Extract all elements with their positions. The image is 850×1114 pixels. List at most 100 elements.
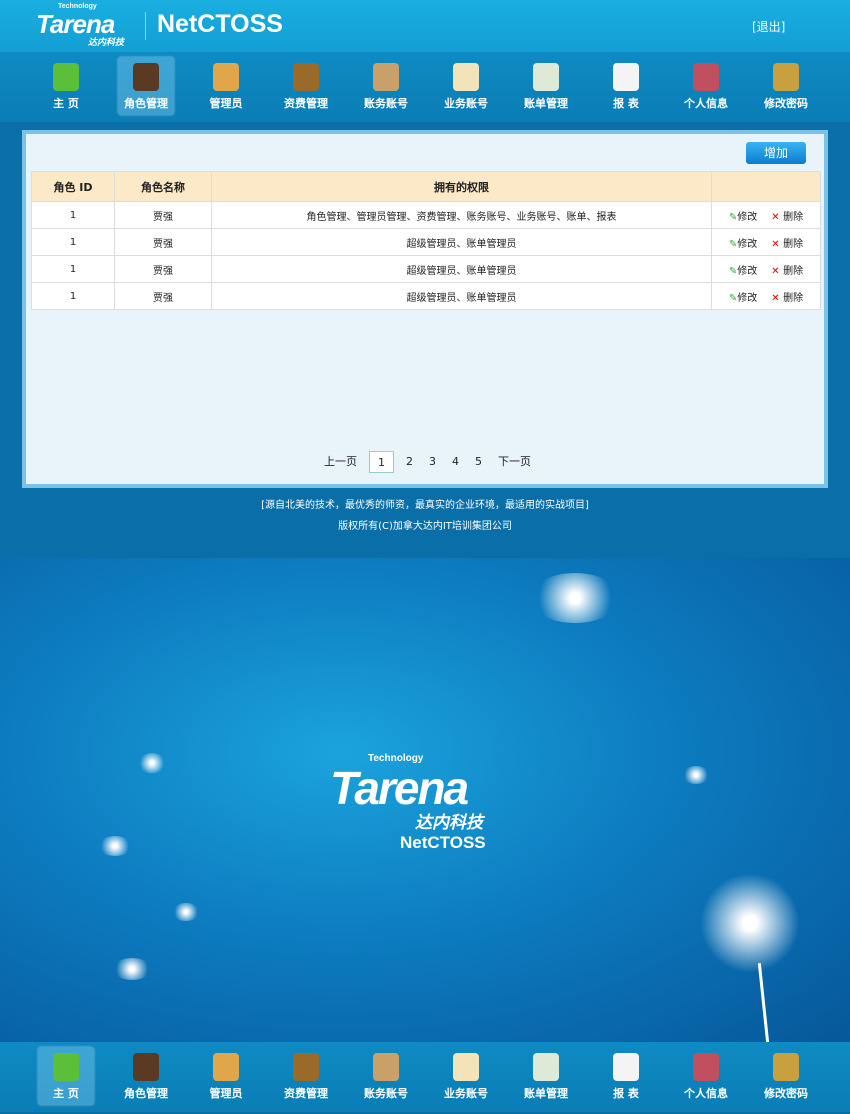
nav-item-bill[interactable]: 账单管理 [518,57,574,115]
nav-item-role[interactable]: 角色管理 [118,57,174,115]
role-name: 贾强 [114,255,212,283]
role-id: 1 [31,282,115,310]
nav-item-label: 个人信息 [684,1087,728,1100]
nav-item-service[interactable]: 业务账号 [438,1047,494,1105]
role-permissions: 超级管理员、账单管理员 [211,228,712,256]
nav-item-account[interactable]: 账务账号 [358,57,414,115]
nav-item-admin[interactable]: 管理员 [198,1047,254,1105]
footer-copyright: 版权所有(C)加拿大达内IT培训集团公司 [338,521,512,532]
logout-link[interactable]: [退出] [752,20,786,34]
table-row: 1 贾强 超级管理员、账单管理员 ✎修改 ✕ 删除 [31,282,821,310]
nav-item-label: 角色管理 [124,97,168,110]
edit-icon: ✎ [728,265,738,277]
app-title: NetCTOSS [157,10,283,38]
user-info-icon [693,1053,719,1081]
header: Technology Tarena 达内科技 NetCTOSS [退出] [0,0,850,52]
row-actions: ✎修改 ✕ 删除 [711,255,821,283]
service-icon [453,63,479,91]
user-info-icon [693,63,719,91]
row-actions: ✎修改 ✕ 删除 [711,228,821,256]
col-role-id: 角色 ID [31,171,115,202]
nav-item-user-info[interactable]: 个人信息 [678,1047,734,1105]
edit-button[interactable]: ✎修改 [729,293,757,304]
nav-item-home[interactable]: 主 页 [38,1047,94,1105]
nav-item-label: 资费管理 [284,1087,328,1100]
nav-item-label: 账务账号 [364,97,408,110]
nav-item-label: 账务账号 [364,1087,408,1100]
nav-item-label: 报 表 [613,97,639,110]
nav-item-user-info[interactable]: 个人信息 [678,57,734,115]
edit-label: 修改 [737,292,758,304]
role-id: 1 [31,228,115,256]
page-2[interactable]: 2 [406,455,413,468]
nav-item-lock[interactable]: 修改密码 [758,1047,814,1105]
account-icon [373,1053,399,1081]
nav-item-label: 修改密码 [764,97,808,110]
delete-button[interactable]: ✕ 删除 [771,266,803,277]
nav-item-account[interactable]: 账务账号 [358,1047,414,1105]
page-1[interactable]: 1 [369,451,394,473]
content-panel: 增加 角色 ID 角色名称 拥有的权限 1 贾强 角色管理、管理员管理、资费管理、账… [22,130,828,488]
nav-item-service[interactable]: 业务账号 [438,57,494,115]
top-nav: 主 页 角色管理 管理员 资费管理 账务账号 业务账号 账单管理 报 表 个人信息 修改密码 [0,52,850,124]
nav-item-admin[interactable]: 管理员 [198,57,254,115]
bill-icon [533,63,559,91]
role-permissions: 超级管理员、账单管理员 [211,255,712,283]
splash-logo: Technology Tarena 达内科技 NetCTOSS [330,753,486,852]
nav-item-label: 资费管理 [284,97,328,110]
account-icon [373,63,399,91]
delete-icon: ✕ [771,292,784,304]
nav-item-report[interactable]: 报 表 [598,57,654,115]
col-actions [711,171,821,202]
row-actions: ✎修改 ✕ 删除 [711,201,821,229]
role-name: 贾强 [114,282,212,310]
delete-icon: ✕ [771,265,784,277]
prev-page[interactable]: 上一页 [324,455,357,468]
nav-item-label: 报 表 [613,1087,639,1100]
roles-table: 角色 ID 角色名称 拥有的权限 1 贾强 角色管理、管理员管理、资费管理、账务账号… [31,171,821,310]
lock-icon [773,1053,799,1081]
dandelion-seed [138,753,166,773]
edit-label: 修改 [737,211,758,223]
bill-icon [533,1053,559,1081]
edit-button[interactable]: ✎修改 [729,266,757,277]
nav-item-fee[interactable]: 资费管理 [278,57,334,115]
nav-item-label: 个人信息 [684,97,728,110]
delete-icon: ✕ [771,211,784,223]
add-button[interactable]: 增加 [746,142,806,164]
edit-button[interactable]: ✎修改 [729,212,757,223]
nav-item-bill[interactable]: 账单管理 [518,1047,574,1105]
col-permissions: 拥有的权限 [211,171,712,202]
nav-item-report[interactable]: 报 表 [598,1047,654,1105]
nav-item-label: 账单管理 [524,97,568,110]
role-id: 1 [31,255,115,283]
col-role-name: 角色名称 [114,171,212,202]
dandelion-seed [112,958,152,980]
delete-button[interactable]: ✕ 删除 [771,239,803,250]
delete-label: 删除 [783,211,804,223]
role-name: 贾强 [114,228,212,256]
nav-item-label: 修改密码 [764,1087,808,1100]
edit-icon: ✎ [728,211,738,223]
next-page[interactable]: 下一页 [498,455,531,468]
page-3[interactable]: 3 [429,455,436,468]
nav-item-home[interactable]: 主 页 [38,57,94,115]
dandelion-seed [172,903,200,921]
nav-item-role[interactable]: 角色管理 [118,1047,174,1105]
page-5[interactable]: 5 [475,455,482,468]
nav-item-lock[interactable]: 修改密码 [758,57,814,115]
tarena-logo: Technology Tarena 达内科技 [36,3,125,47]
table-row: 1 贾强 角色管理、管理员管理、资费管理、账务账号、业务账号、账单、报表 ✎修改 ✕ 删… [31,201,821,229]
fee-icon [293,1053,319,1081]
nav-item-fee[interactable]: 资费管理 [278,1047,334,1105]
delete-label: 删除 [783,238,804,250]
dandelion-seed [98,836,132,856]
edit-button[interactable]: ✎修改 [729,239,757,250]
page-4[interactable]: 4 [452,455,459,468]
role-name: 贾强 [114,201,212,229]
delete-button[interactable]: ✕ 删除 [771,212,803,223]
home-icon [53,1053,79,1081]
delete-button[interactable]: ✕ 删除 [771,293,803,304]
nav-item-label: 账单管理 [524,1087,568,1100]
